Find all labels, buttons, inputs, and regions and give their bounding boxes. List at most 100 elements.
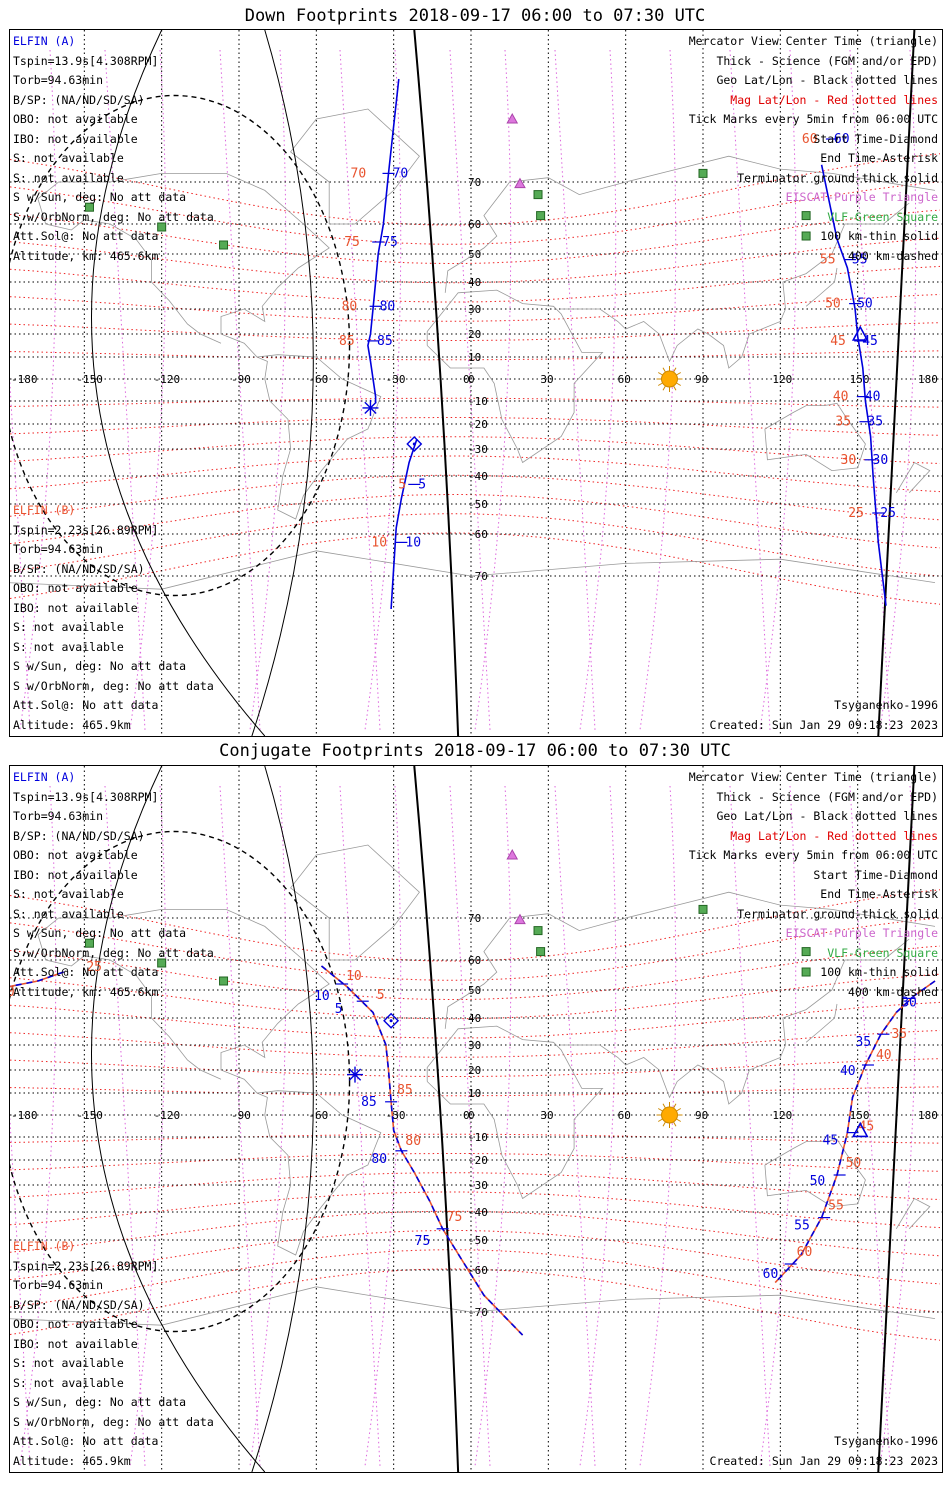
tick-label: 40	[876, 1048, 892, 1063]
lon-label: -120	[154, 1109, 181, 1122]
mag-lat-line	[10, 1086, 941, 1097]
start-diamond-dot	[389, 1019, 393, 1023]
info-line: S: not available	[13, 151, 124, 165]
panel-title: Conjugate Footprints 2018-09-17 06:00 to…	[219, 741, 731, 761]
info-line: S w/OrbNorm, deg: No att data	[13, 945, 214, 960]
tick-label: 70	[393, 166, 409, 181]
vlf-square	[536, 211, 546, 221]
mag-lon-line	[639, 785, 677, 1467]
mag-lon-line	[249, 785, 287, 1467]
coastline	[764, 402, 866, 472]
vlf-square	[698, 168, 708, 178]
sun-ray	[676, 1118, 681, 1122]
info-line: Torb=94.63min	[13, 809, 104, 823]
lat-label: -30	[468, 1179, 488, 1192]
tick-label: 10	[314, 989, 330, 1004]
mag-lon-line	[219, 49, 261, 731]
terminator-line	[413, 30, 460, 736]
vlf-square	[801, 231, 811, 241]
info-line: B/SP: (NA/ND/SD/SA)	[13, 561, 145, 576]
tick-label: 25	[848, 506, 864, 521]
start-diamond	[383, 1012, 400, 1029]
vlf-square	[157, 222, 167, 232]
tick-label: 30	[841, 453, 857, 468]
fov-400km	[10, 94, 351, 597]
mag-lon-line	[104, 785, 146, 1467]
mag-lon-line	[449, 49, 491, 731]
lon-label: 60	[618, 373, 631, 386]
tick-label: 45	[823, 1134, 839, 1149]
legend-item: Geo Lat/Lon - Black dotted lines	[716, 73, 938, 87]
mag-lon-line	[639, 49, 677, 731]
tick-label: 85	[377, 334, 393, 349]
elfin-b-label: ELFIN (B)	[13, 1239, 76, 1253]
info-line: OBO: not available	[13, 848, 138, 862]
info-line: S: not available	[13, 639, 124, 654]
coastline	[37, 172, 382, 520]
legend-item: Terminator ground-thick solid	[737, 906, 938, 921]
mag-lon-line	[554, 49, 596, 731]
lon-label: 180	[918, 373, 938, 386]
legend-item: Mercator View Center Time (triangle)	[688, 770, 938, 784]
lon-label: 90	[695, 1109, 708, 1122]
tick-label: 60	[763, 1267, 779, 1282]
sun-ray	[657, 382, 663, 386]
tick-label: 45	[859, 1120, 875, 1135]
tick-label: 30	[901, 995, 917, 1010]
coastline	[426, 289, 604, 464]
created-label: Created: Sun Jan 29 09:18:23 2023	[709, 718, 938, 732]
fov-100km	[91, 766, 266, 1472]
elfin-a-info: ELFIN (A) Tspin=13.9s[4.308RPM] Torb=94.…	[13, 32, 214, 266]
orbit-track	[820, 164, 887, 606]
vlf-square	[219, 240, 229, 250]
sun-ray	[673, 1121, 677, 1127]
tick-label: 25	[86, 960, 102, 975]
info-line: Torb=94.63min	[13, 542, 104, 556]
elfin-b-label: ELFIN (B)	[13, 503, 76, 517]
elfin-a-info: ELFIN (A) Tspin=13.9s[4.308RPM] Torb=94.…	[13, 768, 214, 1002]
sun-ray	[673, 367, 677, 373]
tick-label: 55	[794, 1219, 810, 1234]
info-line: S w/Sun, deg: No att data	[13, 659, 187, 673]
eiscat-triangle	[506, 112, 519, 124]
tick-label: 80	[342, 299, 358, 314]
map-panel-down: 70 60 50 40 30 20 10 0 -10 -20 -30 -40 -50 -60 -70 -180…	[9, 29, 943, 737]
info-line: OBO: not available	[13, 581, 138, 595]
tick-label: 75	[382, 235, 398, 250]
info-line: S w/Sun, deg: No att data	[13, 190, 187, 204]
coastline	[150, 995, 222, 1080]
mag-lon-line	[554, 785, 596, 1467]
lon-label: 30	[540, 373, 553, 386]
mag-lon-line	[474, 49, 512, 731]
lon-label: 120	[772, 373, 792, 386]
coastline	[426, 1025, 604, 1200]
info-line: Tspin=2.23s[26.89RPM]	[13, 1258, 159, 1273]
orbit-track-a	[774, 980, 936, 1284]
coastline	[805, 267, 838, 307]
tick-label: 25	[880, 506, 896, 521]
tick-label: 70	[351, 166, 367, 181]
legend-item: EISCAT-Purple Triangle	[785, 926, 938, 940]
coastline	[290, 844, 420, 961]
tick-label: 5	[377, 988, 385, 1003]
orbit-track-b	[320, 965, 524, 1336]
lat-label: -60	[468, 528, 488, 541]
vlf-square	[84, 202, 94, 212]
coastline	[895, 461, 931, 494]
lon-label: -60	[308, 1109, 328, 1122]
lat-label: -30	[468, 443, 488, 456]
orbit-track	[367, 78, 400, 404]
tick-label: 50	[825, 297, 841, 312]
vlf-square	[533, 190, 543, 200]
sun-ray	[676, 382, 681, 386]
coastline	[561, 938, 910, 1105]
lon-label: 30	[540, 1109, 553, 1122]
tick-label: 50	[857, 297, 873, 312]
legend-item: VLF-Green Square	[827, 945, 938, 960]
tick-label: 55	[820, 253, 836, 268]
tick-label: 50	[810, 1174, 826, 1189]
tick-label: 75	[344, 235, 360, 250]
mag-lat-line	[10, 181, 941, 245]
sun-ray	[676, 1108, 681, 1112]
orbit-track-a	[320, 965, 524, 1336]
